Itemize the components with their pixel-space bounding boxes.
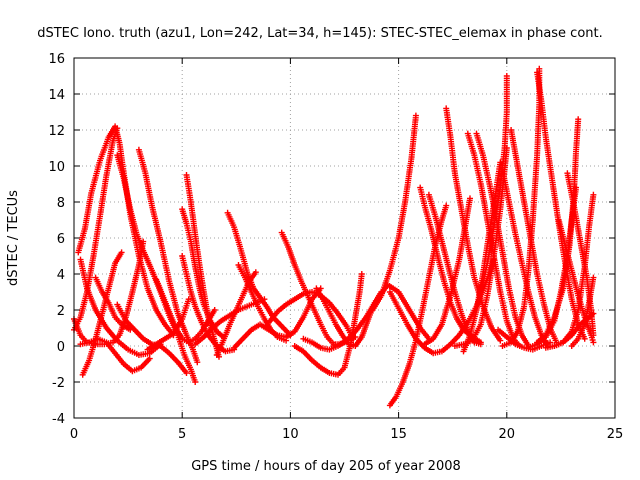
- y-tick-label: 2: [57, 304, 65, 319]
- x-tick-label: 0: [70, 427, 78, 442]
- y-tick-label: -2: [52, 376, 65, 391]
- y-tick-label: 6: [57, 232, 65, 247]
- data-point-markers: [279, 230, 344, 348]
- data-point-markers: [71, 125, 120, 333]
- data-series: [71, 125, 120, 333]
- y-tick-label: 10: [48, 160, 65, 175]
- y-tick-label: 16: [48, 52, 65, 67]
- data-point-markers: [75, 123, 176, 338]
- x-tick-label: 15: [390, 427, 407, 442]
- y-tick-label: -4: [52, 412, 65, 427]
- chart-title: dSTEC Iono. truth (azu1, Lon=242, Lat=34…: [37, 26, 603, 41]
- x-tick-label: 20: [499, 427, 516, 442]
- y-tick-label: 12: [48, 124, 65, 139]
- y-tick-label: 8: [57, 196, 65, 211]
- y-tick-label: 4: [57, 268, 65, 283]
- x-tick-label: 25: [607, 427, 624, 442]
- x-tick-label: 10: [282, 427, 299, 442]
- data-point-markers: [370, 113, 419, 313]
- y-tick-label: 0: [57, 340, 65, 355]
- data-point-markers: [500, 66, 543, 349]
- x-axis-label: GPS time / hours of day 205 of year 2008: [191, 459, 461, 474]
- y-axis-label: dSTEC / TECUs: [6, 190, 21, 286]
- data-series: [370, 113, 419, 313]
- data-series: [279, 230, 344, 348]
- data-series: [75, 123, 176, 338]
- data-marks: [71, 66, 596, 409]
- y-tick-label: 14: [48, 88, 65, 103]
- data-series: [500, 66, 543, 349]
- x-tick-label: 5: [178, 427, 186, 442]
